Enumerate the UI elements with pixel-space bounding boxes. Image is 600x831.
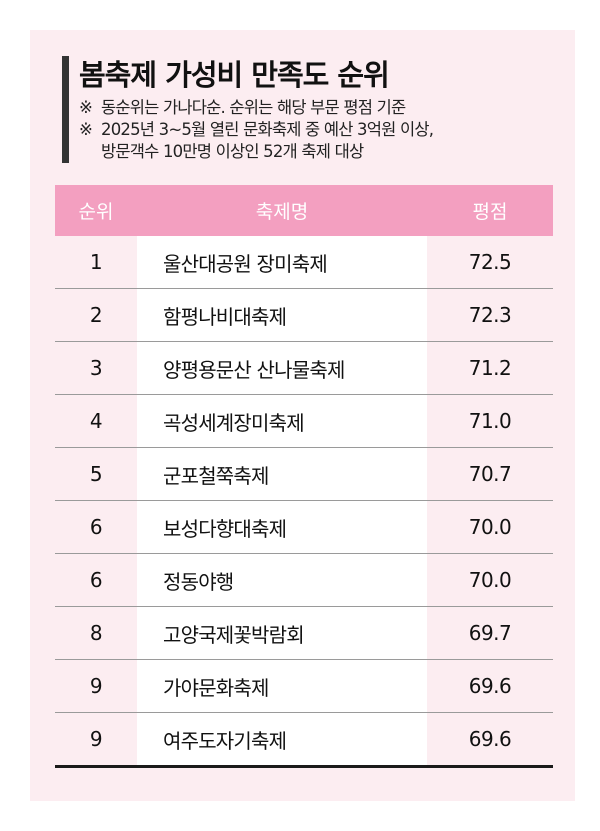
score-cell: 71.2 [468, 356, 512, 380]
festival-name-cell: 보성다향대축제 [163, 516, 287, 541]
score-cell: 70.0 [468, 568, 512, 592]
festival-name-cell: 가야문화축제 [163, 675, 269, 700]
score-cell: 71.0 [468, 409, 512, 433]
table-row: 3 양평용문산 산나물축제 71.2 [55, 342, 553, 395]
score-cell: 72.3 [468, 303, 512, 327]
score-cell: 70.0 [468, 515, 512, 539]
rank-cell: 6 [89, 515, 103, 539]
festival-name-cell: 여주도자기축제 [163, 728, 287, 753]
table-row: 8 고양국제꽃박람회 69.7 [55, 607, 553, 660]
table-row: 9 여주도자기축제 69.6 [55, 713, 553, 765]
note-2: ※ 2025년 3~5월 열린 문화축제 중 예산 3억원 이상, 방문객수 1… [79, 119, 579, 163]
score-cell: 70.7 [468, 462, 512, 486]
table-row: 6 보성다향대축제 70.0 [55, 501, 553, 554]
festival-name-cell: 고양국제꽃박람회 [163, 622, 305, 647]
rank-cell: 2 [89, 303, 103, 327]
table-header: 순위 축제명 평점 [55, 185, 553, 236]
note-1-mark: ※ [79, 98, 93, 117]
rank-cell: 9 [89, 674, 103, 698]
rank-cell: 8 [89, 621, 103, 645]
score-cell: 72.5 [468, 250, 512, 274]
chart-title: 봄축제 가성비 만족도 순위 [79, 58, 390, 92]
ranking-table: 순위 축제명 평점 1 울산대공원 장미축제 72.5 2 함평나비대축제 72.3 3 양평… [55, 185, 553, 768]
festival-name-cell: 곡성세계장미축제 [163, 410, 305, 435]
header-festival-name: 축제명 [255, 201, 309, 223]
score-cell: 69.6 [468, 674, 512, 698]
festival-name-cell: 함평나비대축제 [163, 304, 287, 329]
table-row: 6 정동야행 70.0 [55, 554, 553, 607]
score-cell: 69.6 [468, 727, 512, 751]
rank-cell: 9 [89, 727, 103, 751]
rank-cell: 1 [89, 250, 103, 274]
festival-name-cell: 양평용문산 산나물축제 [163, 357, 345, 382]
note-1-text: 동순위는 가나다순. 순위는 해당 부문 평점 기준 [101, 98, 406, 117]
rank-cell: 3 [89, 356, 103, 380]
rank-cell: 4 [89, 409, 103, 433]
table-row: 5 군포철쭉축제 70.7 [55, 448, 553, 501]
festival-name-cell: 정동야행 [163, 569, 234, 594]
table-row: 9 가야문화축제 69.6 [55, 660, 553, 713]
table-row: 1 울산대공원 장미축제 72.5 [55, 236, 553, 289]
header-rank: 순위 [78, 201, 114, 223]
rank-cell: 6 [89, 568, 103, 592]
score-cell: 69.7 [468, 621, 512, 645]
festival-name-cell: 군포철쭉축제 [163, 463, 269, 488]
table-body: 1 울산대공원 장미축제 72.5 2 함평나비대축제 72.3 3 양평용문산 산나물축제 7… [55, 236, 553, 768]
note-1: ※ 동순위는 가나다순. 순위는 해당 부문 평점 기준 [79, 97, 579, 119]
table-row: 4 곡성세계장미축제 71.0 [55, 395, 553, 448]
rank-cell: 5 [89, 462, 103, 486]
table-row: 2 함평나비대축제 72.3 [55, 289, 553, 342]
header-score: 평점 [472, 201, 508, 223]
festival-name-cell: 울산대공원 장미축제 [163, 251, 328, 276]
note-2-mark: ※ [79, 120, 93, 139]
note-2-text: 2025년 3~5월 열린 문화축제 중 예산 3억원 이상, 방문객수 10만… [101, 120, 434, 161]
title-block: 봄축제 가성비 만족도 순위 ※ 동순위는 가나다순. 순위는 해당 부문 평점… [62, 56, 579, 163]
